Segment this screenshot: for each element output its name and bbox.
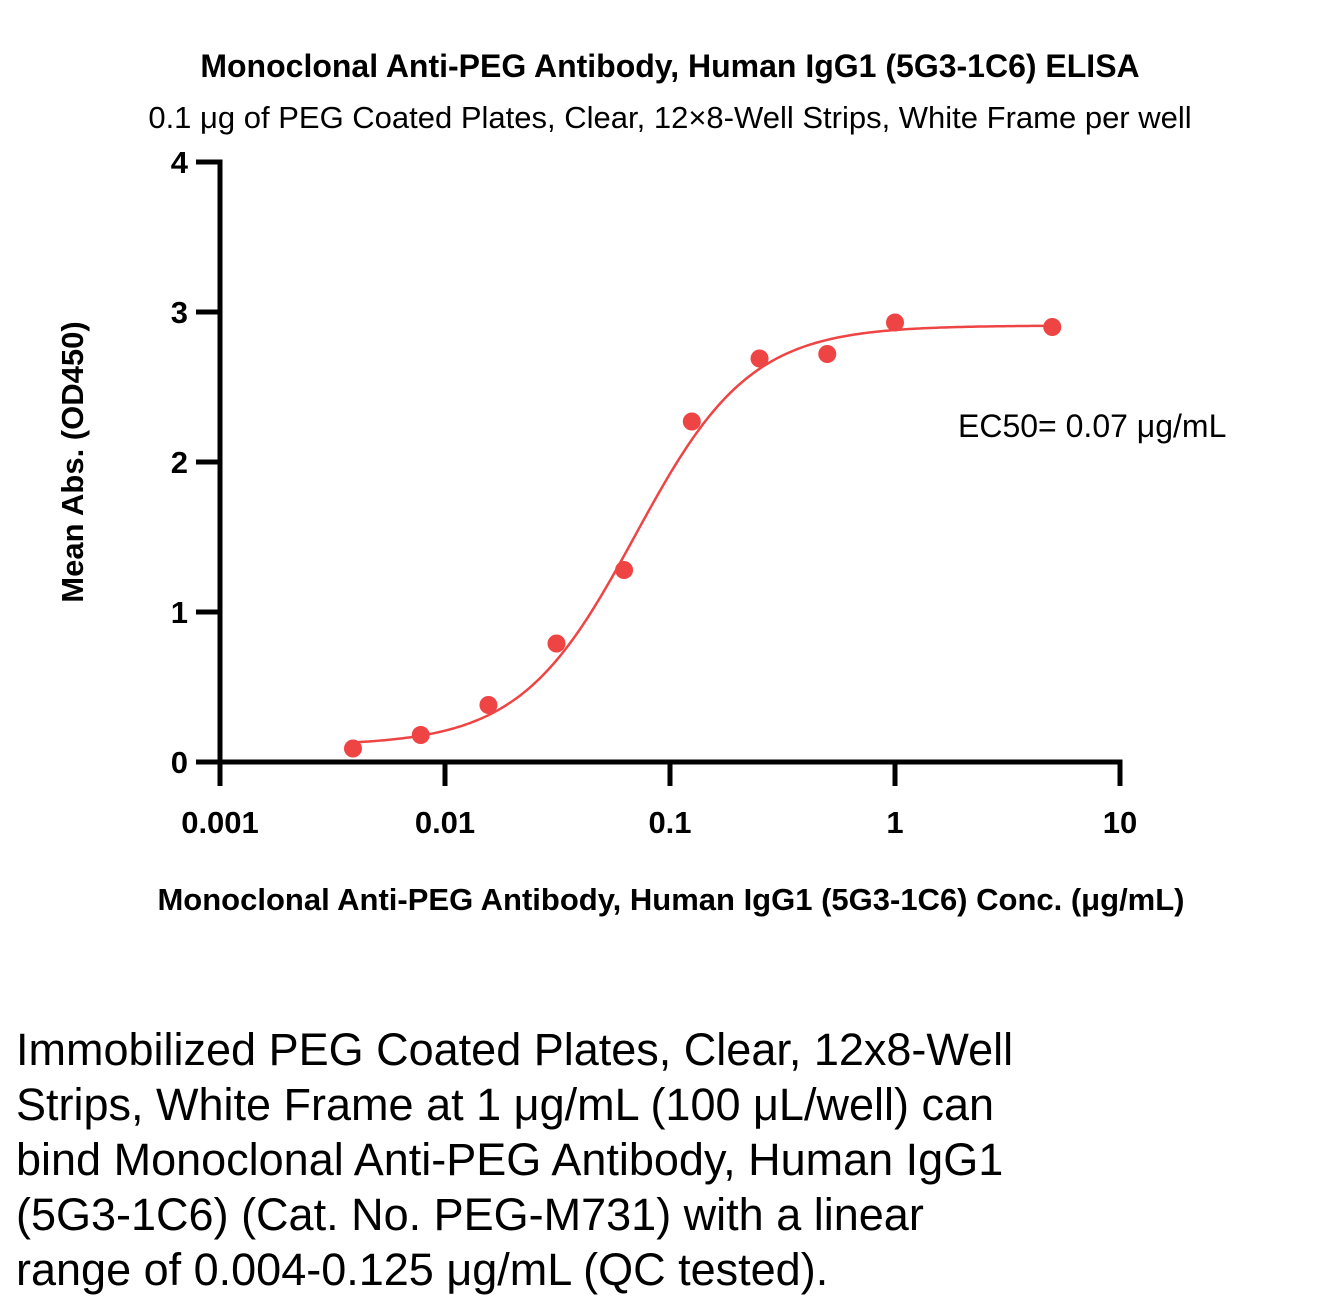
x-tick-label: 0.001 — [181, 805, 259, 840]
chart-title: Monoclonal Anti-PEG Antibody, Human IgG1… — [200, 48, 1140, 84]
data-point — [343, 739, 362, 758]
data-point — [750, 349, 769, 368]
data-point — [886, 313, 904, 332]
y-axis: 0 1 2 3 4 — [171, 145, 223, 780]
y-tick-label: 3 — [171, 295, 188, 330]
data-point — [615, 561, 634, 579]
data-points — [343, 313, 1062, 758]
data-point — [411, 726, 430, 744]
x-axis-title: Monoclonal Anti-PEG Antibody, Human IgG1… — [157, 882, 1184, 917]
ec50-annotation: EC50= 0.07 μg/mL — [958, 408, 1226, 444]
fit-curve — [352, 324, 1053, 744]
x-tick-label: 1 — [886, 805, 903, 840]
x-tick-label: 0.1 — [648, 805, 691, 840]
elisa-chart: 0 1 2 3 4 0.001 0.01 0.1 1 10 EC50= 0.07 μg/mL M… — [55, 145, 1226, 917]
data-point — [479, 696, 498, 714]
data-point — [1043, 318, 1062, 336]
data-point — [682, 412, 701, 431]
y-tick-label: 4 — [171, 145, 189, 180]
x-axis: 0.001 0.01 0.1 1 10 — [181, 759, 1137, 840]
y-tick-label: 2 — [171, 445, 188, 480]
x-tick-label: 10 — [1103, 805, 1137, 840]
x-tick-label: 0.01 — [415, 805, 475, 840]
data-point — [547, 634, 566, 653]
chart-subtitle: 0.1 μg of PEG Coated Plates, Clear, 12×8… — [148, 100, 1192, 135]
caption-text: Immobilized PEG Coated Plates, Clear, 12… — [16, 1024, 1014, 1295]
y-axis-title: Mean Abs. (OD450) — [55, 321, 90, 602]
data-point — [818, 345, 837, 363]
y-tick-label: 0 — [171, 745, 188, 780]
y-tick-label: 1 — [171, 595, 188, 630]
